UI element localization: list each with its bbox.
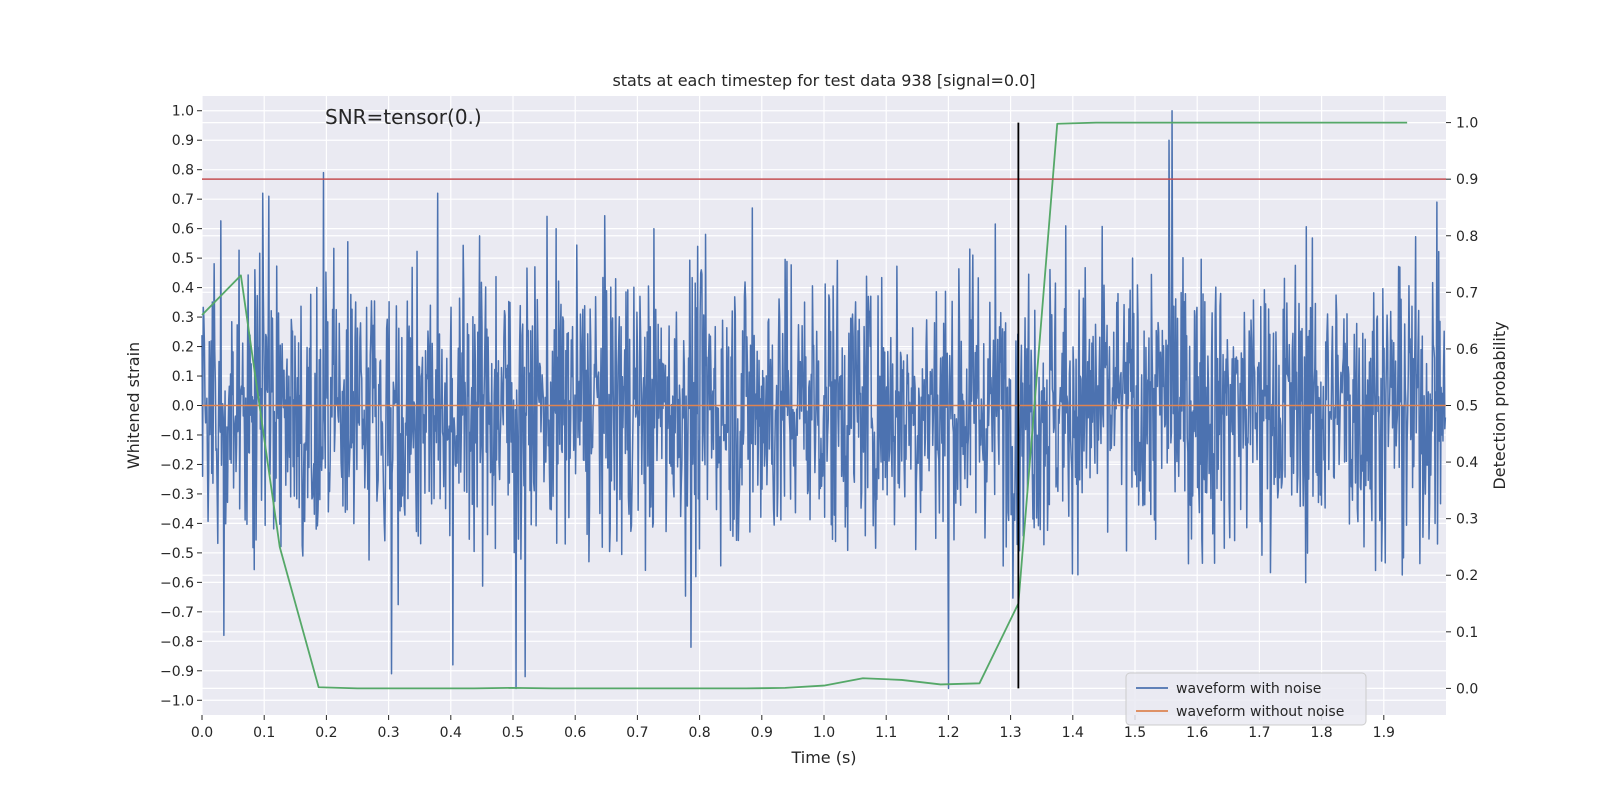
y-tick-label: 0.4 (172, 281, 194, 297)
y-tick-label: 0.7 (172, 192, 194, 208)
y-tick-label: −1.0 (160, 693, 194, 709)
y2-tick-label: 0.3 (1456, 512, 1478, 528)
y2-tick-label: 0.5 (1456, 399, 1478, 415)
x-tick-label: 1.4 (1062, 725, 1084, 741)
y-tick-label: −0.7 (160, 605, 194, 621)
x-tick-label: 1.8 (1310, 725, 1332, 741)
y-tick-label: −0.1 (160, 428, 194, 444)
y2-tick-label: 0.4 (1456, 455, 1478, 471)
y-tick-label: −0.4 (160, 516, 194, 532)
y2-tick-label: 0.1 (1456, 625, 1478, 641)
y-tick-label: 0.6 (172, 222, 194, 238)
x-tick-label: 1.5 (1124, 725, 1146, 741)
y2-tick-label: 0.8 (1456, 229, 1478, 245)
x-tick-label: 1.3 (999, 725, 1021, 741)
x-tick-label: 0.5 (502, 725, 524, 741)
x-tick-label: 0.8 (688, 725, 710, 741)
x-tick-label: 1.9 (1373, 725, 1395, 741)
series-layer (201, 109, 1447, 690)
y2-axis-label: Detection probability (1490, 321, 1509, 489)
y2-tick-label: 1.0 (1456, 116, 1478, 132)
legend: waveform with noise waveform without noi… (1125, 672, 1367, 726)
y-tick-label: 0.8 (172, 163, 194, 179)
chart-title: stats at each timestep for test data 938… (612, 71, 1035, 90)
y-tick-label: 0.1 (172, 369, 194, 385)
x-tick-label: 1.7 (1248, 725, 1270, 741)
y-tick-label: 0.9 (172, 133, 194, 149)
x-tick-label: 0.9 (751, 725, 773, 741)
y-tick-label: −0.2 (160, 457, 194, 473)
y2-tick-label: 0.0 (1456, 681, 1478, 697)
snr-annotation: SNR=tensor(0.) (325, 105, 482, 129)
y2-tick-label: 0.2 (1456, 568, 1478, 584)
y-tick-label: −0.6 (160, 575, 194, 591)
x-tick-label: 1.2 (937, 725, 959, 741)
ticks: 0.0 0.1 0.2 0.3 0.4 0.5 0.6 0.7 0.8 0.9 1.0 1.1 1.2 1… (160, 104, 1478, 741)
reference-lines (202, 122, 1446, 689)
y-tick-label: 0.0 (172, 399, 194, 415)
x-tick-label: 0.6 (564, 725, 586, 741)
y-tick-label: 0.2 (172, 340, 194, 356)
series-waveform-with-noise (201, 109, 1447, 690)
y-tick-label: 0.3 (172, 310, 194, 326)
series-detection-probability (201, 121, 1408, 690)
y2-tick-label: 0.9 (1456, 172, 1478, 188)
y2-tick-label: 0.7 (1456, 285, 1478, 301)
y-tick-label: −0.5 (160, 546, 194, 562)
x-tick-label: 0.2 (315, 725, 337, 741)
x-tick-label: 0.4 (440, 725, 462, 741)
y-axis-label: Whitened strain (124, 342, 143, 469)
x-tick-label: 0.3 (377, 725, 399, 741)
y-tick-label: 1.0 (172, 104, 194, 120)
x-axis-label: Time (s) (790, 748, 856, 767)
x-tick-label: 0.1 (253, 725, 275, 741)
x-tick-label: 1.1 (875, 725, 897, 741)
legend-label-clean: waveform without noise (1176, 704, 1344, 720)
y-tick-label: −0.3 (160, 487, 194, 503)
y-tick-label: 0.5 (172, 251, 194, 267)
legend-label-noise: waveform with noise (1176, 681, 1321, 697)
y2-tick-label: 0.6 (1456, 342, 1478, 358)
y-tick-label: −0.9 (160, 664, 194, 680)
x-tick-label: 1.6 (1186, 725, 1208, 741)
x-tick-label: 0.0 (191, 725, 213, 741)
y-tick-label: −0.8 (160, 634, 194, 650)
x-tick-label: 1.0 (813, 725, 835, 741)
legend-box (1125, 672, 1367, 726)
x-tick-label: 0.7 (626, 725, 648, 741)
